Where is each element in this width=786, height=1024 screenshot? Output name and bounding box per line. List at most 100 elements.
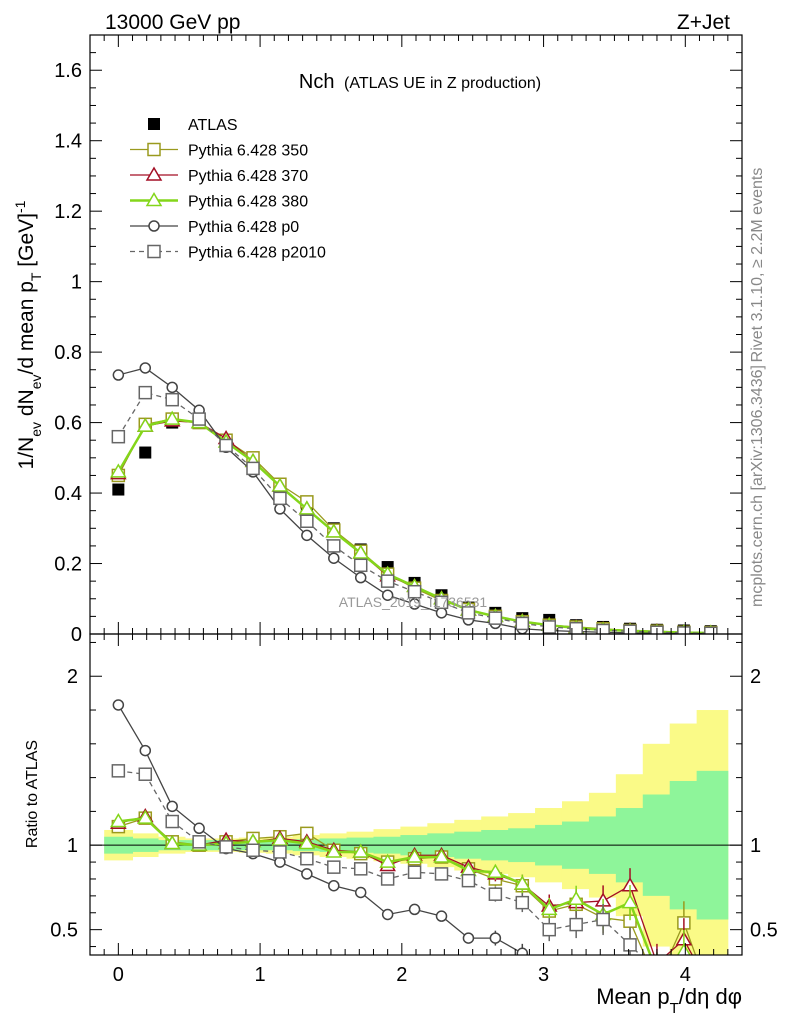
- legend-marker: [147, 244, 161, 259]
- x-tick-label: 3: [538, 964, 549, 986]
- ratio-point: [193, 822, 205, 835]
- y-tick-label: 1.6: [54, 60, 82, 82]
- ratio-point: [325, 843, 343, 858]
- legend-entry-3: Pythia 6.428 380: [130, 192, 308, 211]
- legend-entry-1: Pythia 6.428 350: [130, 143, 308, 160]
- ratio-series-layer: [110, 699, 697, 989]
- ratio-point: [301, 868, 313, 880]
- data-point: [139, 446, 152, 459]
- legend-label: Pythia 6.428 380: [188, 194, 308, 211]
- ratio-series-4: [111, 764, 658, 955]
- data-point: [569, 621, 583, 634]
- ratio-point: [542, 922, 556, 937]
- data-point: [328, 552, 340, 564]
- rivet-label: Rivet 3.1.10, ≥ 2.2M events: [749, 168, 766, 363]
- ratio-point: [487, 863, 504, 878]
- ratio-point: [621, 894, 639, 909]
- axes-layer: 0 1 2 3 4 0 0.2 0.4 0.6 0.8 1 1.2 1.4 1.6 0.5 0.5 1 1 2 2 1/…: [12, 34, 778, 1017]
- data-point: [136, 417, 154, 432]
- y-tick-label: 1: [71, 272, 82, 294]
- ratio-point: [327, 860, 341, 874]
- data-point: [704, 626, 718, 634]
- ratio-point: [489, 932, 502, 944]
- ratio-point: [435, 910, 448, 922]
- data-point: [353, 558, 368, 573]
- ratio-point: [513, 875, 531, 890]
- data-point: [325, 523, 343, 538]
- legend-marker: [148, 118, 160, 130]
- ratio-point: [166, 800, 178, 813]
- ratio-point: [246, 843, 260, 858]
- data-point: [138, 385, 153, 400]
- ratio-point: [300, 851, 314, 866]
- data-point: [298, 500, 316, 515]
- data-point: [112, 483, 125, 496]
- ratio-point: [381, 908, 394, 921]
- process-label: Z+Jet: [677, 11, 730, 34]
- legend-label: Pythia 6.428 p0: [188, 219, 299, 236]
- y-tick-label: 0: [71, 624, 82, 646]
- ratio-point: [138, 767, 153, 781]
- ratio-point: [623, 938, 637, 952]
- y-axis-label: 1/Nev dNev/d mean pT [GeV]-1: [12, 200, 44, 469]
- data-point: [380, 574, 395, 588]
- data-point: [542, 620, 556, 634]
- x-tick-label: 4: [680, 964, 691, 986]
- data-point: [408, 598, 421, 610]
- ratio-y-axis-label: Ratio to ATLAS: [24, 740, 41, 848]
- legend-entry-0: ATLAS: [148, 117, 238, 134]
- ratio-point: [110, 813, 127, 828]
- data-point: [163, 410, 181, 425]
- y-tick-label: 0.6: [54, 413, 82, 435]
- data-point: [381, 589, 394, 601]
- ratio-point: [650, 965, 664, 977]
- y-tick-label: 0.2: [54, 554, 82, 576]
- legend-marker: [148, 220, 160, 232]
- ratio-point: [139, 744, 152, 757]
- data-point: [300, 514, 314, 528]
- ratio-point: [273, 845, 287, 859]
- data-point: [112, 369, 125, 381]
- legend-label: ATLAS: [188, 117, 238, 134]
- x-tick-label: 1: [255, 964, 266, 986]
- ratio-point: [328, 879, 340, 892]
- ratio-y-tick-label-right: 1: [750, 835, 761, 857]
- data-point: [166, 381, 178, 394]
- data-point: [246, 461, 260, 476]
- y-tick-label: 1.2: [54, 201, 82, 223]
- ratio-point: [596, 912, 610, 927]
- ratio-point: [461, 873, 476, 888]
- legend-marker: [145, 166, 163, 181]
- ratio-point: [112, 699, 125, 711]
- ratio-point: [676, 943, 691, 955]
- data-point: [677, 626, 691, 634]
- legend-label: Pythia 6.428 350: [188, 143, 308, 160]
- y-tick-label: 0.4: [54, 483, 82, 505]
- x-tick-label: 0: [113, 964, 124, 986]
- ratio-point: [569, 917, 583, 932]
- ratio-point: [515, 895, 530, 910]
- ratio-point: [165, 814, 179, 829]
- ratio-point: [434, 867, 449, 881]
- ratio-point: [488, 887, 503, 901]
- ratio-point: [271, 831, 289, 846]
- legend-entry-4: Pythia 6.428 p0: [130, 219, 299, 236]
- data-point: [596, 623, 610, 634]
- data-point: [434, 595, 449, 610]
- ratio-point: [571, 979, 581, 989]
- ratio-y-tick-label-right: 2: [750, 666, 761, 688]
- series-4: [112, 362, 717, 634]
- legend-label: Pythia 6.428 p2010: [188, 245, 326, 262]
- ratio-series-3: [112, 699, 581, 989]
- data-point: [407, 584, 422, 599]
- data-point: [139, 362, 152, 374]
- data-point: [111, 429, 126, 444]
- legend: ATLAS Pythia 6.428 350 Pythia 6.428 370 Pyt…: [130, 117, 326, 262]
- ratio-point: [516, 947, 529, 955]
- data-point: [271, 477, 289, 492]
- ratio-point: [407, 865, 422, 879]
- ratio-y-tick-label: 1: [67, 835, 78, 857]
- legend-entry-5: Pythia 6.428 p2010: [130, 245, 326, 262]
- data-point: [461, 606, 476, 620]
- data-point: [488, 611, 503, 625]
